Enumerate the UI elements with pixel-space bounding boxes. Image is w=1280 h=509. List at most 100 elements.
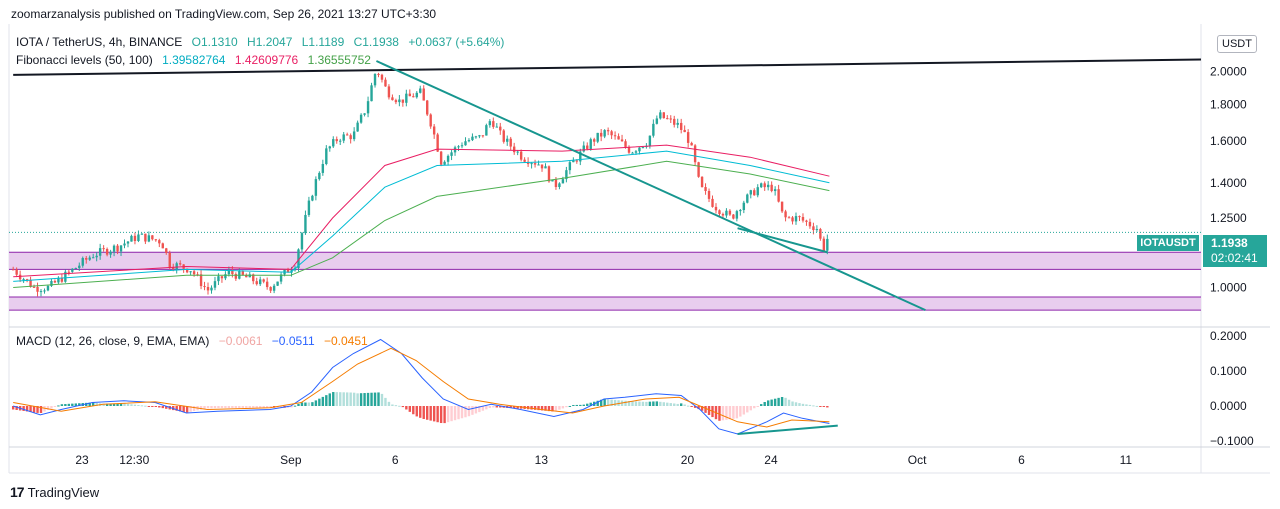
candle-body [213,281,217,288]
tradingview-logo-icon: 17 [10,484,25,500]
candle-body [739,210,742,212]
candle-body [659,112,662,119]
candle-body [673,118,676,125]
macd-histogram-bar [572,404,575,406]
macd-label[interactable]: MACD (12, 26, close, 9, EMA, EMA) [16,334,210,348]
macd-histogram-bar [32,406,36,413]
candle-body [172,267,175,270]
candle-body [634,151,638,153]
macd-histogram-bar [443,406,446,424]
candle-body [318,172,321,180]
candle-body [112,245,116,252]
candle-body [123,243,126,246]
candle-body [405,93,408,103]
macd-histogram-bar [394,405,398,407]
candle-body [686,132,690,143]
candle-body [464,141,467,146]
macd-histogram-bar [318,398,321,406]
macd-histogram-bar [387,401,391,406]
macd-histogram-bar [537,406,540,411]
macd-histogram-bar [279,406,283,408]
candle-body [102,248,105,250]
support-zone-0 [9,252,1201,270]
time-tick-label: 6 [392,453,399,467]
candle-body [67,271,71,273]
macd-histogram-bar [582,404,585,406]
macd-histogram-bar [558,406,561,410]
candle-body [784,211,787,218]
candle-body [81,258,84,266]
macd-histogram-bar [380,393,384,406]
candle-body [196,274,199,276]
macd-histogram-bar [464,406,467,418]
macd-histogram-bar [359,393,363,406]
macd-histogram-bar [67,403,71,406]
time-tick-label: 12:30 [119,453,149,467]
macd-histogram-bar [189,406,192,412]
fib-label[interactable]: Fibonacci levels (50, 100) [16,53,153,67]
candle-body [499,126,502,131]
macd-histogram-bar [203,406,206,409]
fib-value-1: 1.39582764 [162,53,226,67]
macd-histogram-bar [95,402,98,406]
candle-body [262,279,265,282]
last-price-tag: 1.1938 02:02:41 [1203,235,1267,267]
candle-body [641,147,645,149]
candle-body [819,229,822,239]
candle-body [679,122,683,130]
time-tick-label: 23 [75,453,89,467]
macd-histogram-bar [485,406,488,410]
candle-body [234,274,238,279]
macd-histogram-bar [655,401,659,406]
time-tick-label: 11 [1120,453,1133,467]
macd-histogram-bar [815,405,819,407]
candle-body [429,114,432,127]
macd-histogram-bar [798,403,801,406]
macd-tick-label: 0.2000 [1210,329,1247,343]
candle-body [185,268,189,273]
macd-histogram-bar [753,406,756,409]
macd-histogram-bar [780,397,784,406]
high-value: H1.2047 [247,35,293,49]
macd-hist-value: −0.0061 [218,334,263,348]
macd-histogram-bar [74,403,78,406]
macd-histogram-bar [586,403,589,406]
candle-body [669,118,672,120]
candle-body [286,269,290,273]
tradingview-logo[interactable]: 17 TradingView [10,484,99,500]
candle-body [189,271,192,273]
candle-body [822,238,826,251]
candle-body [339,140,342,142]
macd-histogram-bar [683,404,686,406]
currency-badge[interactable]: USDT [1217,35,1257,53]
close-value: C1.1938 [353,35,399,49]
candle-body [91,257,95,259]
candle-body [78,265,81,268]
symbol-label[interactable]: IOTA / TetherUS, 4h, BINANCE [16,35,183,49]
candle-body [349,135,352,140]
candle-body [140,233,144,235]
trendline-3 [737,227,828,254]
candle-body [98,248,102,256]
macd-histogram-bar [805,404,808,406]
macd-histogram-bar [704,406,707,413]
macd-histogram-bar [112,403,116,406]
candle-body [133,235,137,241]
candle-body [547,166,551,182]
macd-histogram-bar [332,392,335,406]
candle-body [11,269,15,271]
fib-value-3: 1.36555752 [307,53,371,67]
candle-body [352,131,356,140]
macd-histogram-bar [53,406,57,407]
macd-histogram-bar [693,406,697,408]
candle-body [203,286,206,288]
candle-body [798,216,801,218]
macd-histogram-bar [728,406,732,420]
candle-body [432,126,436,135]
macd-histogram-bar [645,401,648,406]
macd-histogram-bar [133,404,137,406]
macd-histogram-bar [373,392,377,406]
candle-body [801,217,805,221]
macd-histogram-bar [530,406,533,410]
